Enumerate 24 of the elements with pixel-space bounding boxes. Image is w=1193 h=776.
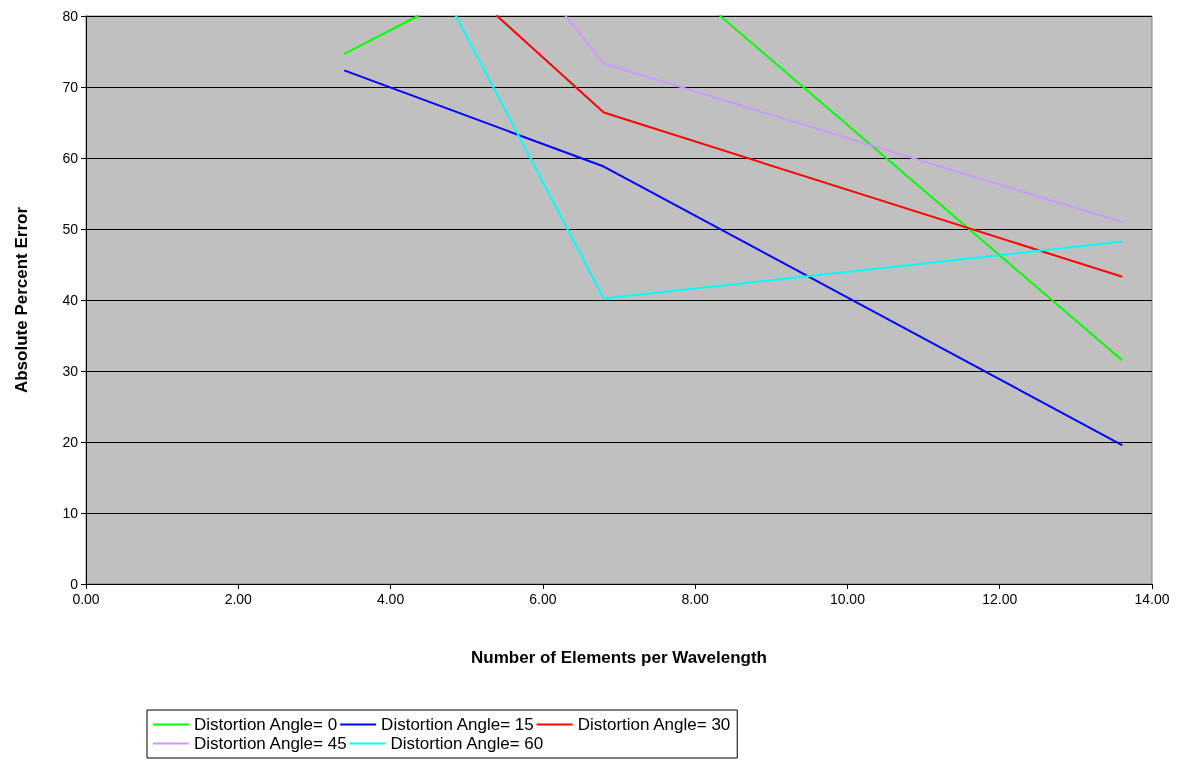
x-tick-label: 8.00 <box>681 591 709 607</box>
x-tick-label: 10.00 <box>829 591 866 607</box>
x-tick-label: 12.00 <box>982 591 1018 607</box>
x-tick-label: 0.00 <box>72 591 100 607</box>
y-tick-label: 30 <box>62 363 79 379</box>
y-tick-label: 60 <box>62 150 79 166</box>
x-axis-title: Number of Elements per Wavelength <box>471 648 767 667</box>
y-tick-label: 80 <box>62 8 79 24</box>
y-tick-label: 50 <box>62 221 79 237</box>
legend-label: Distortion Angle= 15 <box>381 715 534 734</box>
y-tick-label: 70 <box>62 79 79 95</box>
legend-label: Distortion Angle= 60 <box>390 734 544 753</box>
legend-label: Distortion Angle= 45 <box>194 734 347 753</box>
y-tick-label: 10 <box>62 505 79 521</box>
y-tick-label: 20 <box>62 434 79 450</box>
x-tick-label: 14.00 <box>1134 591 1170 607</box>
x-tick-label: 4.00 <box>376 591 405 607</box>
legend-label: Distortion Angle= 0 <box>194 715 338 734</box>
x-tick-label: 2.00 <box>224 591 253 607</box>
y-axis-title: Absolute Percent Error <box>12 206 31 394</box>
y-tick-label: 0 <box>70 576 79 592</box>
legend-label: Distortion Angle= 30 <box>577 715 731 734</box>
x-tick-label: 6.00 <box>529 591 557 607</box>
y-tick-label: 40 <box>62 292 79 308</box>
